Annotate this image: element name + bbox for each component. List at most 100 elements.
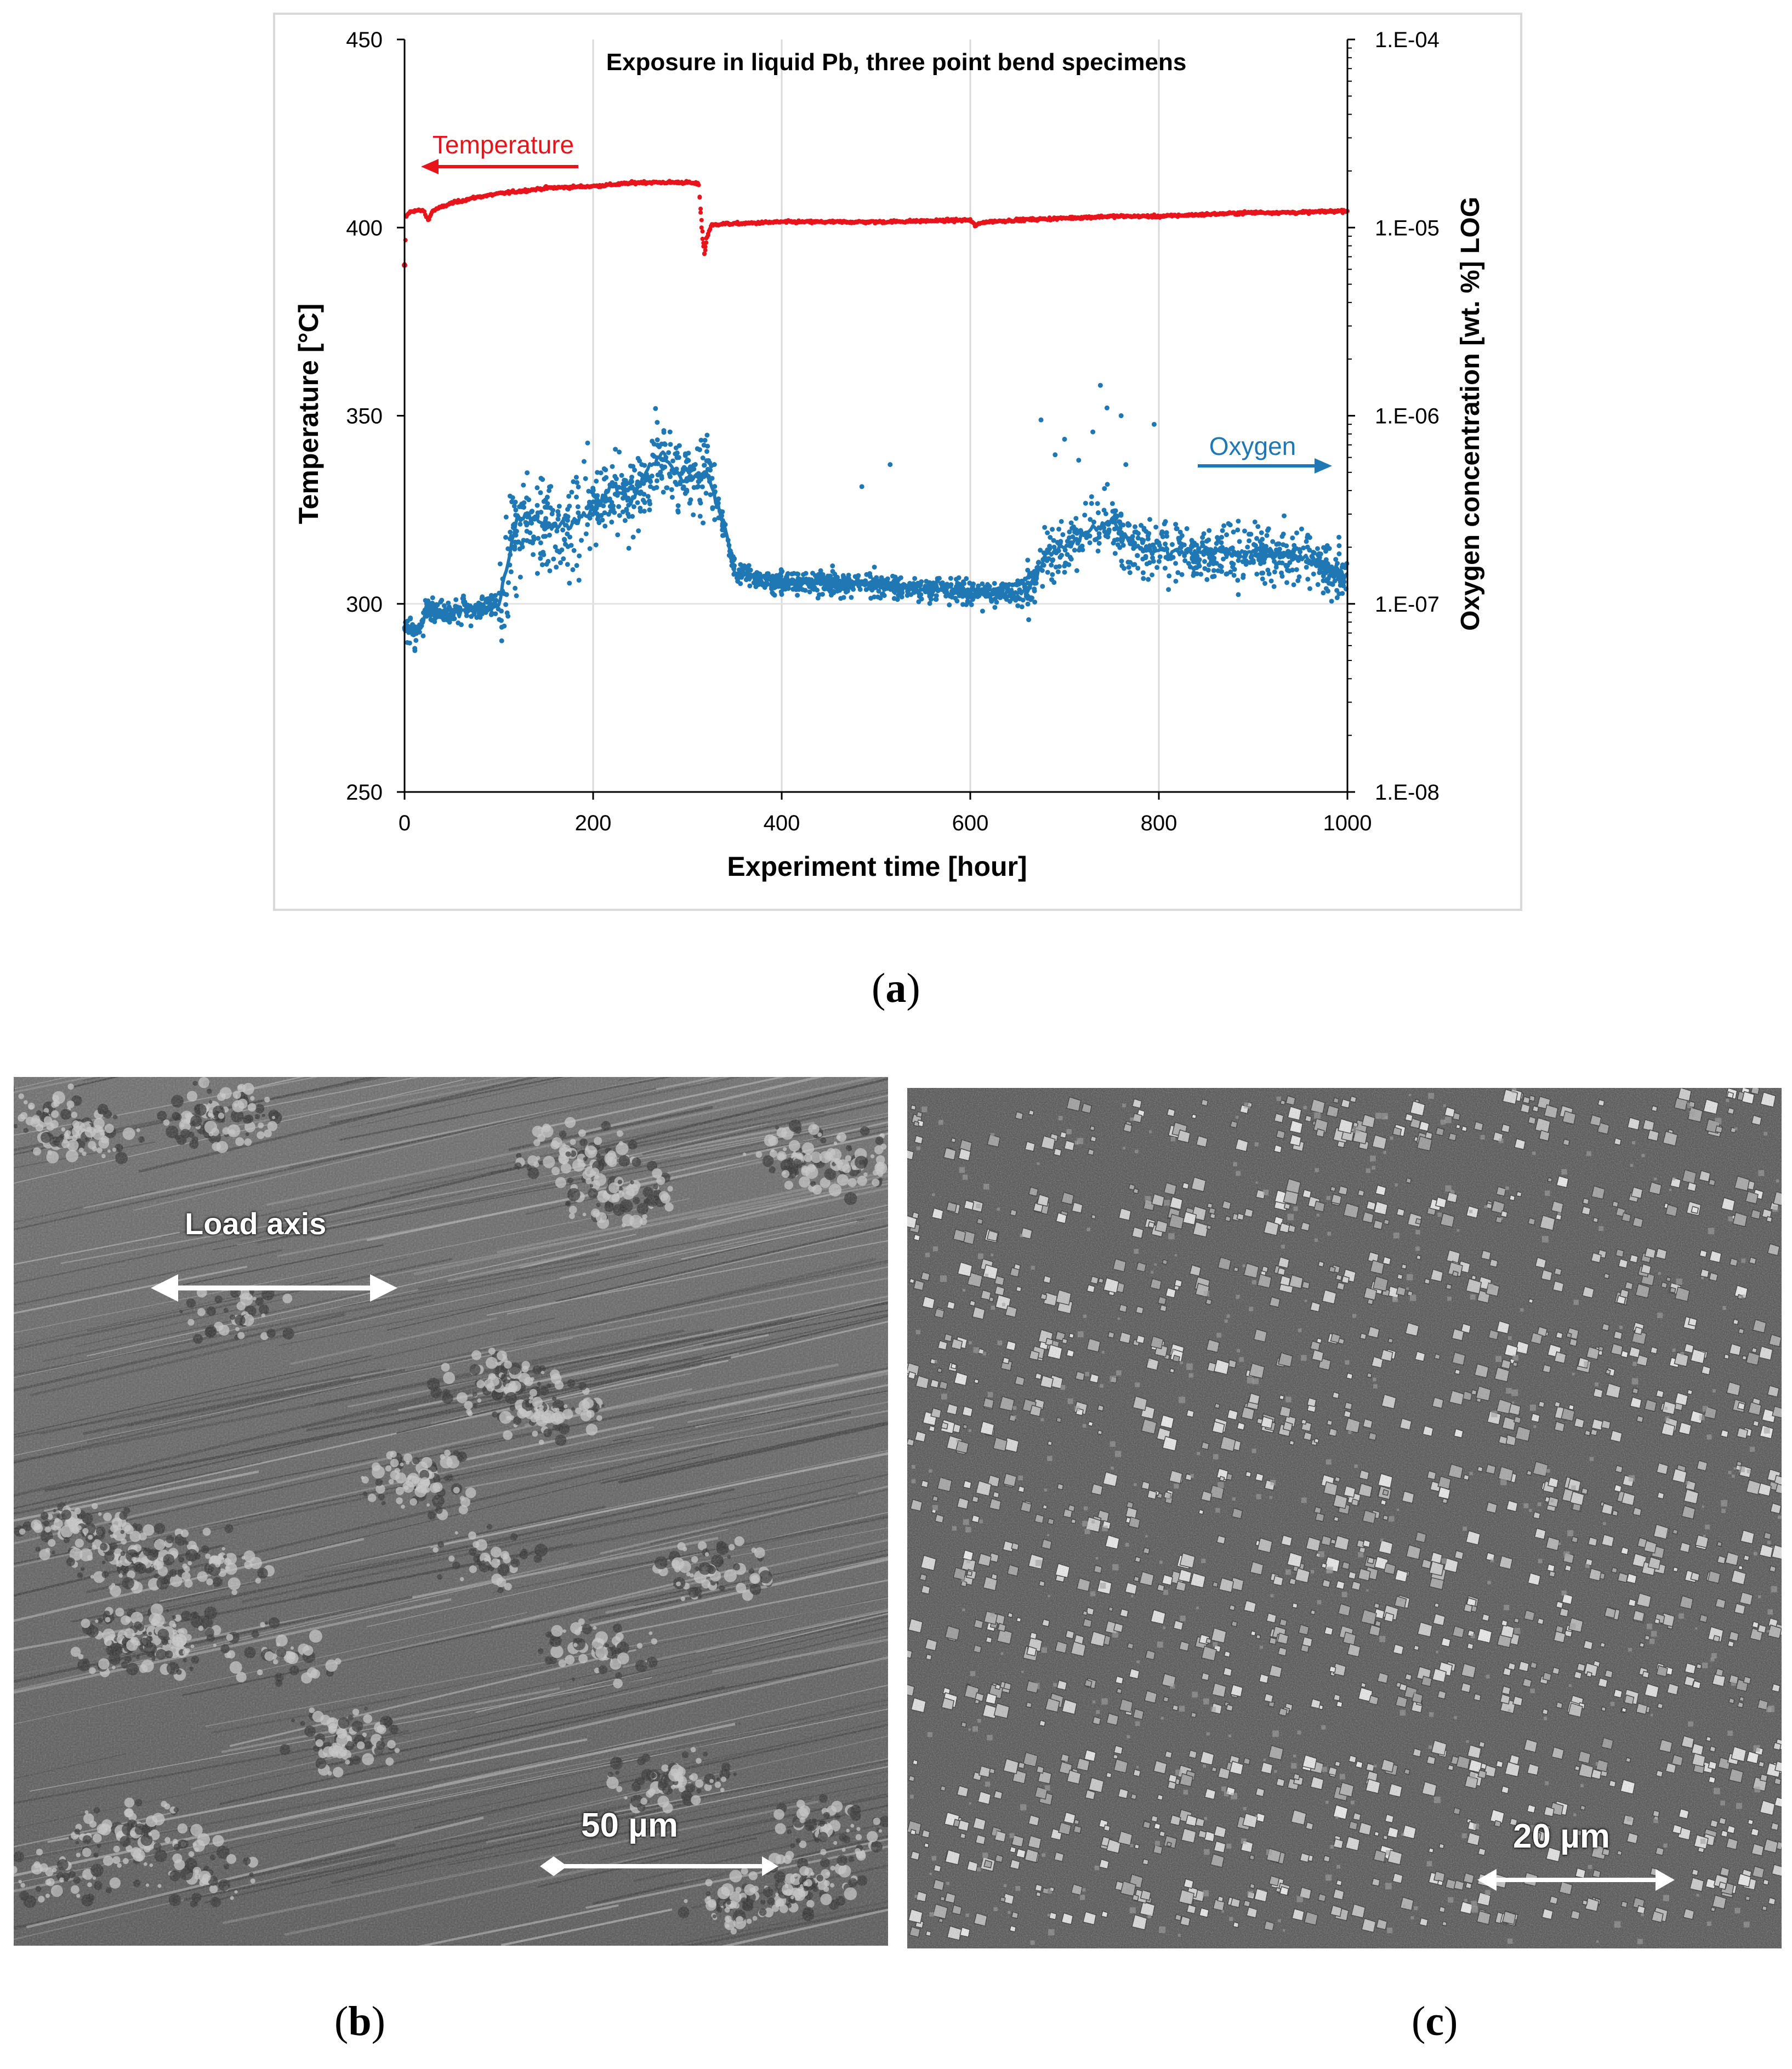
oxygen-point bbox=[1247, 538, 1252, 544]
oxygen-point bbox=[1151, 542, 1156, 548]
oxygen-point bbox=[565, 514, 571, 520]
oxygen-point bbox=[1334, 595, 1340, 601]
oxygen-point bbox=[1119, 563, 1125, 568]
oxygen-point bbox=[1067, 555, 1073, 560]
oxygen-point bbox=[655, 420, 660, 425]
oxygen-point bbox=[1087, 540, 1093, 545]
oxygen-point bbox=[615, 532, 621, 538]
oxygen-point bbox=[1235, 527, 1241, 533]
oxygen-point bbox=[1118, 512, 1124, 518]
oxygen-point bbox=[1264, 533, 1270, 538]
oxygen-point bbox=[593, 542, 599, 548]
oxygen-point bbox=[684, 487, 689, 493]
oxygen-point bbox=[1095, 501, 1100, 506]
oxygen-point bbox=[505, 580, 511, 585]
oxygen-point bbox=[1174, 526, 1180, 532]
oxygen-point bbox=[1324, 577, 1330, 582]
oxygen-point bbox=[584, 505, 590, 511]
oxygen-point bbox=[1130, 534, 1135, 539]
oxygen-point bbox=[645, 494, 651, 499]
oxygen-point bbox=[534, 571, 540, 576]
oxygen-point bbox=[1266, 571, 1272, 577]
oxygen-point bbox=[675, 509, 681, 515]
oxygen-point bbox=[1167, 573, 1172, 579]
oxygen-point bbox=[504, 610, 510, 615]
oxygen-point bbox=[766, 574, 771, 580]
oxygen-point bbox=[857, 586, 863, 592]
oxygen-point bbox=[619, 472, 624, 478]
oxygen-point bbox=[595, 470, 600, 475]
oxygen-point bbox=[1073, 516, 1079, 521]
oxygen-point bbox=[559, 547, 565, 552]
oxygen-point bbox=[1074, 568, 1079, 573]
oxygen-point bbox=[695, 446, 700, 452]
oxygen-point bbox=[626, 545, 632, 551]
oxygen-point bbox=[517, 521, 523, 527]
oxygen-point bbox=[616, 504, 622, 509]
oxygen-annotation-label: Oxygen bbox=[1209, 432, 1296, 460]
oxygen-point bbox=[526, 497, 532, 503]
oxygen-point bbox=[1177, 540, 1182, 545]
oxygen-point bbox=[554, 565, 559, 570]
oxygen-point bbox=[1224, 532, 1230, 538]
oxygen-point bbox=[541, 499, 547, 504]
oxygen-point bbox=[1301, 545, 1306, 551]
oxygen-point bbox=[1268, 578, 1274, 584]
oxygen-point bbox=[738, 581, 743, 586]
oxygen-point bbox=[878, 595, 883, 601]
oxygen-point bbox=[1291, 582, 1296, 588]
oxygen-point bbox=[609, 520, 615, 525]
oxygen-point bbox=[1112, 508, 1117, 514]
oxygen-point bbox=[1110, 501, 1115, 506]
oxygen-point bbox=[697, 498, 703, 503]
oxygen-point bbox=[642, 463, 647, 468]
oxygen-point bbox=[568, 543, 574, 548]
oxygen-point bbox=[1102, 529, 1107, 534]
oxygen-point bbox=[1135, 553, 1140, 558]
oxygen-point bbox=[1284, 543, 1289, 549]
oxygen-point bbox=[855, 573, 861, 579]
oxygen-point bbox=[791, 571, 797, 576]
oxygen-point bbox=[503, 534, 509, 540]
oxygen-point bbox=[704, 432, 710, 438]
oxygen-point bbox=[1311, 571, 1316, 577]
oxygen-point bbox=[1231, 573, 1237, 578]
oxygen-point bbox=[1221, 523, 1227, 528]
oxygen-point bbox=[538, 556, 543, 561]
oxygen-point bbox=[540, 477, 545, 482]
oxygen-point bbox=[1060, 532, 1066, 537]
oxygen-point bbox=[468, 623, 474, 629]
oxygen-point bbox=[1248, 532, 1254, 537]
oxygen-point bbox=[1147, 517, 1153, 522]
oxygen-point bbox=[831, 590, 837, 596]
oxygen-point bbox=[569, 489, 574, 495]
oxygen-point bbox=[934, 597, 939, 602]
oxygen-point bbox=[1166, 587, 1171, 592]
oxygen-point bbox=[1181, 542, 1187, 548]
oxygen-point bbox=[585, 522, 590, 527]
oxygen-point bbox=[967, 580, 972, 586]
sem-texture-b bbox=[14, 1077, 888, 1946]
oxygen-point bbox=[654, 478, 659, 483]
oxygen-point bbox=[541, 552, 547, 557]
oxygen-point bbox=[841, 595, 846, 600]
oxygen-point bbox=[1327, 546, 1332, 551]
oxygen-point bbox=[660, 465, 665, 471]
oxygen-point bbox=[623, 479, 628, 485]
oxygen-point bbox=[1067, 529, 1072, 535]
oxygen-point bbox=[1059, 552, 1064, 558]
oxygen-point bbox=[1126, 565, 1131, 570]
oxygen-point bbox=[480, 611, 485, 617]
oxygen-point bbox=[1169, 542, 1175, 548]
oxygen-point bbox=[560, 527, 566, 533]
oxygen-point bbox=[1281, 531, 1286, 537]
oxygen-point bbox=[487, 600, 492, 605]
oxygen-point bbox=[1059, 518, 1064, 524]
oxygen-point bbox=[574, 563, 579, 568]
oxygen-point bbox=[738, 562, 743, 567]
oxygen-point bbox=[576, 578, 582, 583]
temperature-point bbox=[701, 244, 706, 249]
oxygen-point bbox=[1252, 519, 1258, 525]
oxygen-point bbox=[607, 496, 612, 501]
oxygen-point bbox=[1261, 560, 1267, 565]
